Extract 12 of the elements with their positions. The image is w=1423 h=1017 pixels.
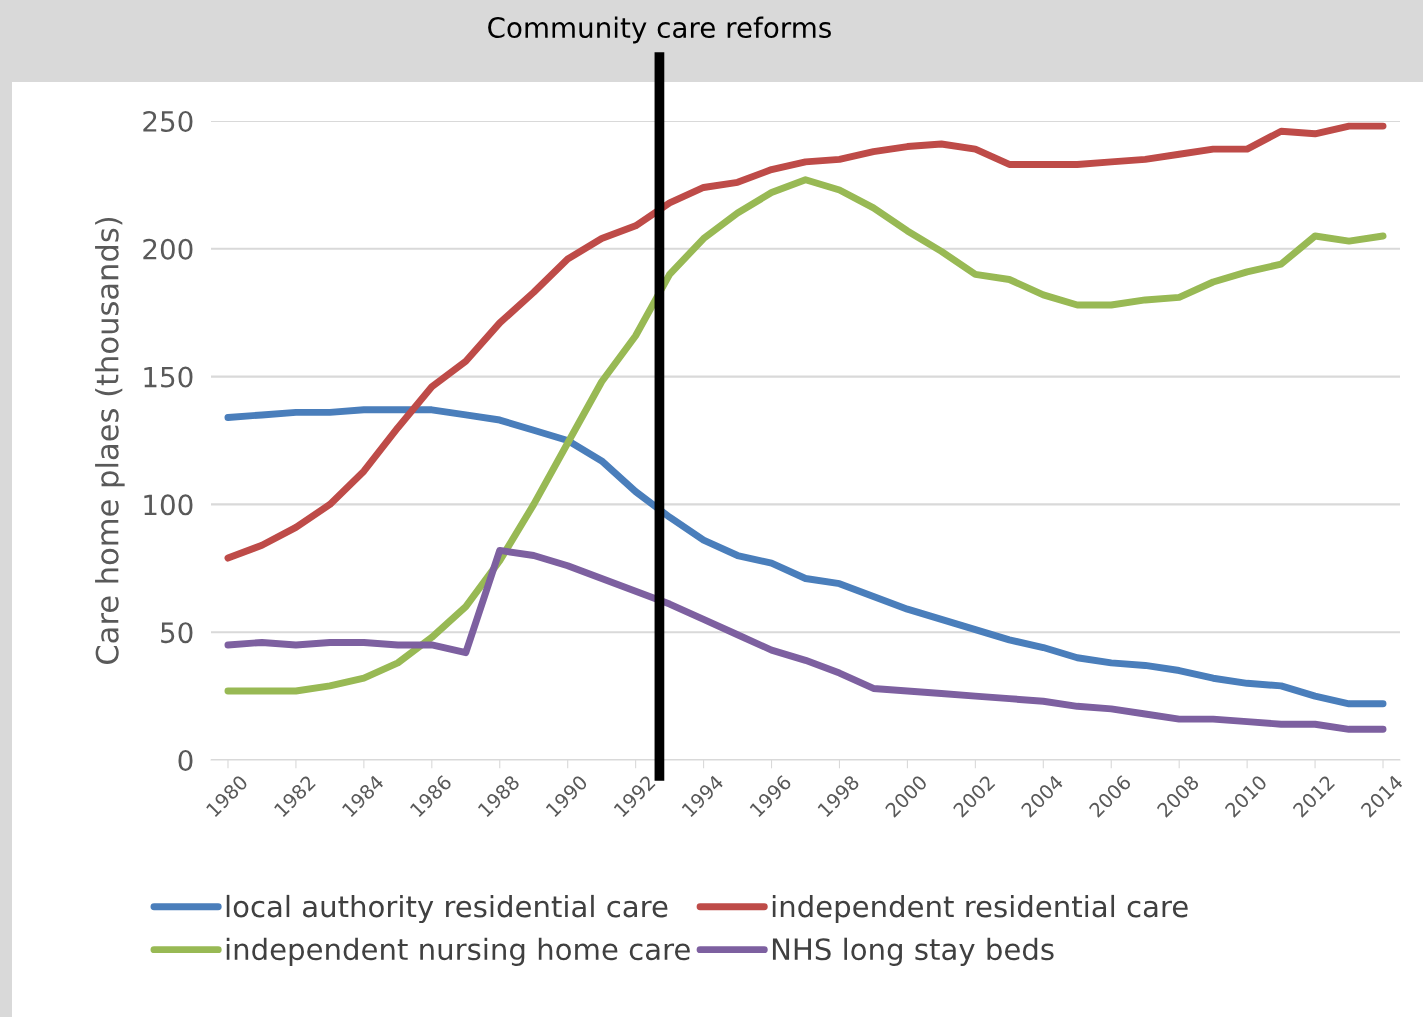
legend-label: independent nursing home care [226, 937, 690, 966]
y-tick-label: 250 [143, 110, 193, 132]
y-tick-label: 0 [178, 749, 193, 771]
y-tick-label: 100 [144, 494, 193, 516]
legend-label: local authority residential care [226, 894, 668, 924]
legend-label: NHS long stay beds [772, 937, 1054, 966]
y-axis-title: Care home plaes (thousands) [95, 217, 125, 664]
y-tick-label: 150 [144, 366, 193, 388]
y-tick-label: 50 [161, 622, 193, 644]
y-tick-label: 200 [143, 238, 193, 260]
ref-line-label: Community care reforms [488, 16, 831, 44]
legend-label: independent residential care [772, 894, 1188, 924]
